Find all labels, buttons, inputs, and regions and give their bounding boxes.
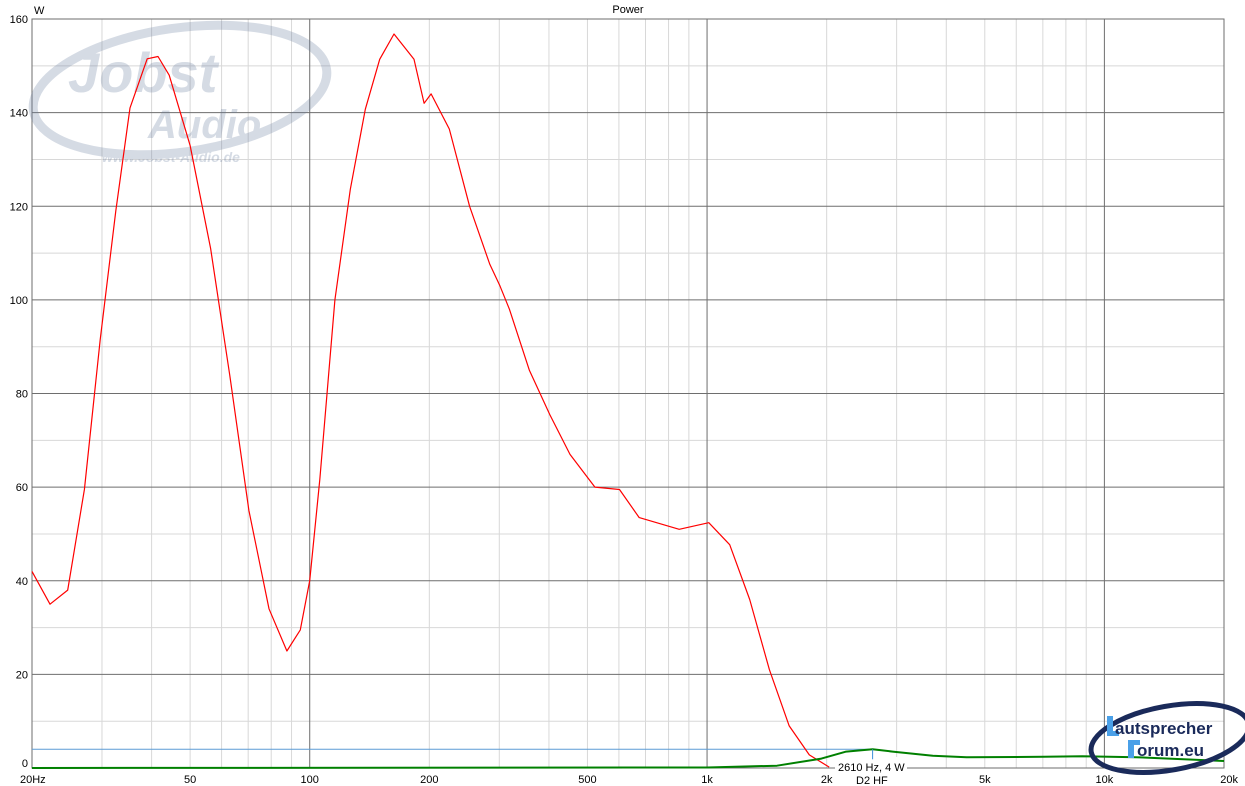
x-tick-label: 500 (578, 774, 596, 786)
x-tick-label: 20k (1220, 774, 1238, 786)
y-tick-label: 160 (10, 14, 28, 26)
y-tick-label: 60 (16, 482, 28, 494)
svg-text:orum.eu: orum.eu (1137, 741, 1204, 760)
svg-text:www.Jobst-Audio.de: www.Jobst-Audio.de (102, 149, 240, 165)
lautsprecherforum-logo: autsprecher orum.eu (1088, 701, 1245, 775)
y-tick-label: 20 (16, 669, 28, 681)
chart-title: Power (612, 4, 644, 16)
cursor-readout: 2610 Hz, 4 W (838, 762, 905, 774)
x-tick-label: 50 (184, 774, 196, 786)
series-line-red (31, 33, 830, 768)
y-tick-label: 120 (10, 201, 28, 213)
x-tick-label: 2k (821, 774, 833, 786)
svg-text:Audio: Audio (147, 103, 261, 147)
y-tick-label: 100 (10, 295, 28, 307)
cursor-series-label: D2 HF (856, 775, 888, 786)
jobst-audio-watermark: Jobst Audio www.Jobst-Audio.de (28, 20, 332, 165)
y-axis-unit: W (34, 5, 45, 17)
y-tick-label: 40 (16, 576, 28, 588)
x-tick-label: 100 (301, 774, 319, 786)
x-tick-label: 1k (701, 774, 713, 786)
x-tick-label: 200 (420, 774, 438, 786)
x-tick-label: 5k (979, 774, 991, 786)
cursor-annotation: 2610 Hz, 4 W D2 HF (835, 749, 907, 786)
series-line-d2-hf (31, 748, 1225, 769)
svg-text:Jobst: Jobst (68, 41, 220, 104)
x-tick-label: 20Hz (20, 774, 46, 786)
x-tick-label: 10k (1096, 774, 1114, 786)
y-tick-label: 80 (16, 389, 28, 401)
y-tick-label: 0 (22, 758, 28, 770)
grid (31, 18, 1225, 769)
y-tick-label: 140 (10, 108, 28, 120)
svg-text:autsprecher: autsprecher (1115, 719, 1213, 738)
